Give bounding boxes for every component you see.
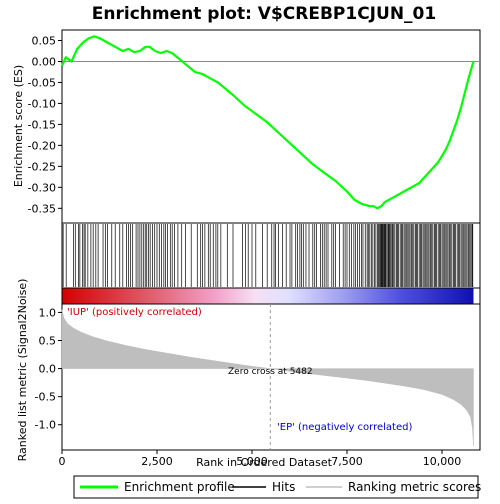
- es-panel: 0.05 0.00 -0.05 -0.10 -0.15 -0.20 -0.25 -0.30 -0…: [12, 29, 481, 224]
- es-y-tick-label: -0.30: [28, 181, 56, 194]
- hits-panel: [61, 222, 481, 289]
- metric-panel: 1.0 0.5 0.0 -0.5 -1.0 Zero cross at 5482 'IU…: [16, 279, 481, 469]
- metric-y-tick-label: -1.0: [35, 419, 56, 432]
- metric-y-tick-label: 0.0: [39, 363, 57, 376]
- ranking-metric-fill: [61, 309, 474, 447]
- zero-cross-label: Zero cross at 5482: [228, 367, 313, 377]
- es-y-tick-label: -0.15: [28, 118, 56, 131]
- ranking-metric-area: [61, 309, 474, 447]
- legend-label-metric: Ranking metric scores: [348, 480, 481, 494]
- es-y-tick-label: 0.05: [32, 34, 57, 47]
- metric-y-tick-label: 1.0: [39, 306, 57, 319]
- enrichment-profile-line: [60, 35, 475, 210]
- es-y-tick-label: -0.10: [28, 97, 56, 110]
- rank-gradient: [62, 288, 474, 304]
- x-axis-ticks: 0 2,500 5,000 7,500 10,000: [59, 450, 462, 468]
- es-y-tick-label: -0.05: [28, 76, 56, 89]
- es-y-ticks: 0.05 0.00 -0.05 -0.10 -0.15 -0.20 -0.25 -0.30 -0…: [28, 34, 62, 215]
- es-y-tick-label: -0.25: [28, 160, 56, 173]
- positive-correlation-label: 'IUP' (positively correlated): [67, 307, 202, 318]
- negative-correlation-label: 'EP' (negatively correlated): [277, 422, 412, 433]
- x-tick-label: 5,000: [236, 455, 268, 468]
- hits-frame: [61, 222, 481, 289]
- x-tick-label: 0: [59, 455, 66, 468]
- hit-lines: [62, 224, 474, 287]
- legend: Enrichment profile Hits Ranking metric s…: [73, 475, 481, 499]
- x-axis-label: Rank in Ordered Dataset: [196, 456, 333, 469]
- es-y-tick-label: -0.20: [28, 139, 56, 152]
- es-y-tick-label: 0.00: [32, 55, 57, 68]
- legend-label-hits: Hits: [272, 480, 295, 494]
- enrichment-profile-series: [60, 35, 475, 210]
- legend-frame: [73, 475, 479, 499]
- metric-y-tick-label: 0.5: [39, 335, 57, 348]
- chart-title: Enrichment plot: V$CREBP1CJUN_01: [92, 4, 436, 24]
- rank-color-bar: [61, 287, 481, 305]
- metric-y-tick-label: -0.5: [35, 391, 56, 404]
- metric-y-ticks: 1.0 0.5 0.0 -0.5 -1.0: [35, 306, 62, 432]
- es-y-tick-label: -0.35: [28, 202, 56, 215]
- x-tick-label: 7,500: [331, 455, 363, 468]
- x-tick-label: 10,000: [423, 455, 462, 468]
- es-y-axis-label: Enrichment score (ES): [12, 65, 25, 187]
- legend-label-enrichment: Enrichment profile: [124, 480, 235, 494]
- metric-y-axis-label: Ranked list metric (Signal2Noise): [16, 279, 29, 462]
- x-tick-label: 2,500: [141, 455, 173, 468]
